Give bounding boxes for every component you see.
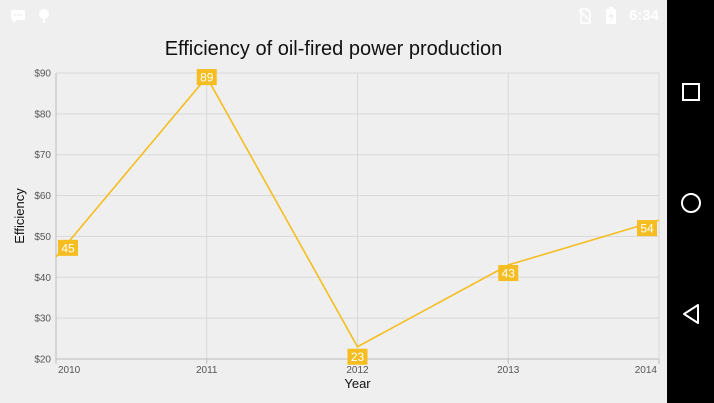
y-tick-label: $20 — [34, 355, 51, 366]
x-tick-label: 2013 — [497, 365, 520, 376]
data-label: 45 — [58, 239, 78, 256]
x-tick-label: 2011 — [196, 365, 218, 376]
status-clock: 6:34 — [628, 7, 659, 24]
y-tick-label: $50 — [34, 232, 51, 243]
y-tick-label: $30 — [34, 314, 51, 325]
battery-charging-icon — [603, 7, 619, 24]
data-label-text: 45 — [61, 241, 75, 255]
x-tick-label: 2012 — [346, 365, 369, 376]
triangle-back-icon — [682, 303, 699, 324]
square-icon — [681, 82, 700, 101]
chat-icon — [10, 8, 26, 24]
x-tick-label: 2014 — [635, 365, 658, 376]
y-tick-label: $80 — [34, 109, 51, 120]
data-label-text: 23 — [351, 350, 365, 364]
data-label-box — [637, 220, 657, 237]
data-label-text: 54 — [640, 222, 654, 236]
data-label: 43 — [498, 265, 519, 282]
location-icon — [36, 8, 52, 24]
data-label: 89 — [196, 69, 217, 86]
y-axis-title: Efficiency — [12, 188, 27, 244]
data-label: 23 — [347, 348, 368, 365]
app-screen: 6:34 Efficiency of oil-fired power produ… — [0, 0, 667, 403]
y-tick-label: $40 — [34, 273, 51, 284]
circle-icon — [680, 192, 701, 213]
data-label-box — [347, 348, 368, 365]
recent-apps-button[interactable] — [667, 68, 714, 115]
x-tick-label: 2010 — [58, 365, 81, 376]
data-label-box — [196, 69, 217, 86]
line-chart: $20 $30 $40 $50 $60 $70 $80 $90 2010 2011 2012 2013… — [12, 69, 660, 391]
status-bar: 6:34 — [0, 0, 667, 33]
data-label-box — [58, 239, 78, 256]
home-button[interactable] — [667, 179, 714, 226]
y-tick-label: $90 — [34, 69, 51, 80]
navigation-bar — [667, 0, 714, 403]
y-tick-label: $60 — [34, 191, 51, 202]
back-button[interactable] — [667, 290, 714, 337]
data-label-box — [498, 265, 519, 282]
data-label-text: 89 — [200, 71, 214, 85]
y-tick-label: $70 — [34, 150, 51, 161]
data-label: 54 — [637, 220, 657, 237]
x-axis-title: Year — [344, 376, 371, 391]
data-label-text: 43 — [502, 267, 516, 281]
series-line — [55, 75, 660, 348]
chart-title: Efficiency of oil-fired power production — [164, 38, 503, 60]
no-sim-icon — [577, 8, 593, 24]
